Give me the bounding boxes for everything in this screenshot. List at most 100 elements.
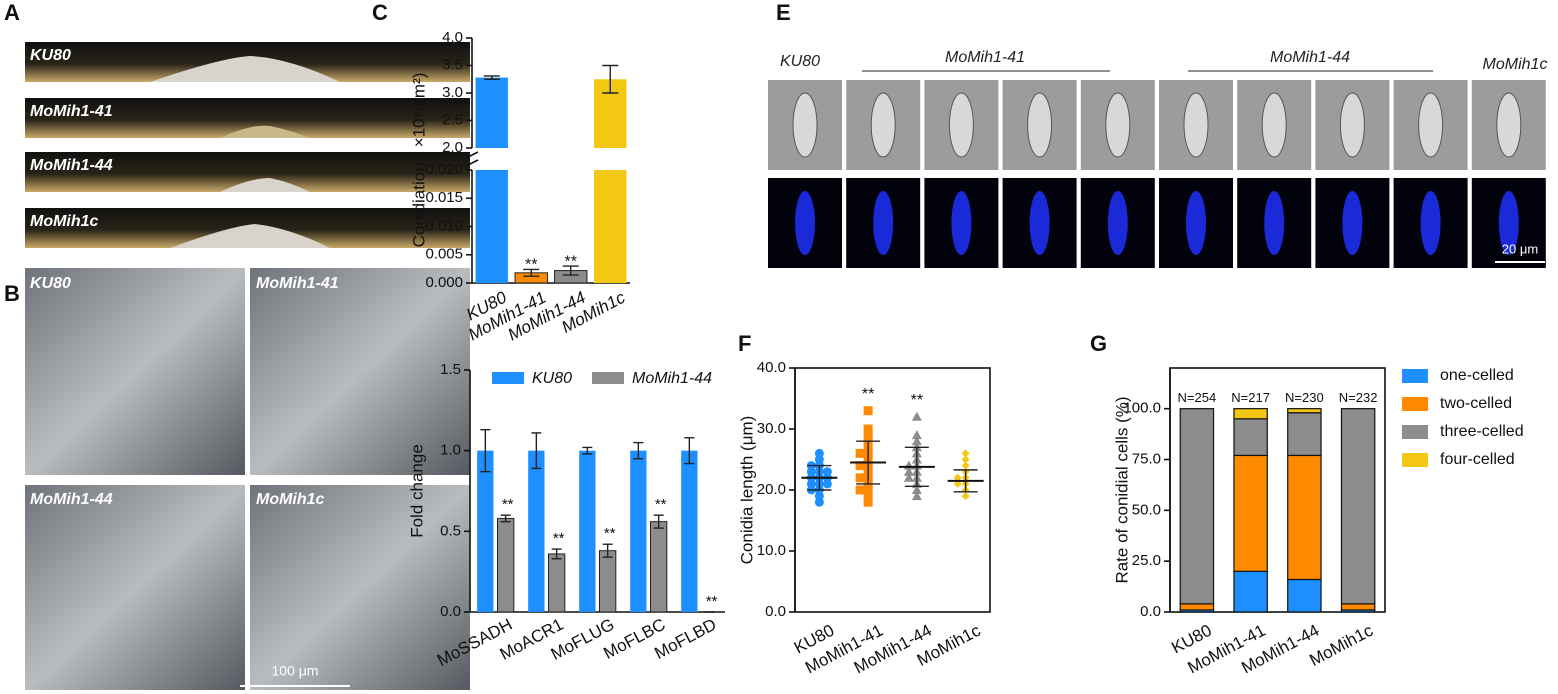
bar-segment <box>1287 408 1322 414</box>
n-label: N=217 <box>1231 390 1270 405</box>
significance: ** <box>706 593 718 610</box>
dot <box>855 461 865 471</box>
bar-segment <box>1340 603 1376 611</box>
conidium <box>1261 92 1287 158</box>
legend-swatch <box>1402 453 1428 467</box>
dot <box>855 473 865 483</box>
bar <box>548 553 566 613</box>
y-tick-label: 50.0 <box>1132 501 1161 518</box>
y-axis-label: Conidia length (μm) <box>737 416 756 565</box>
legend-swatch <box>1402 425 1428 439</box>
bar <box>594 170 627 283</box>
bar-segment <box>1233 418 1268 457</box>
conidium <box>792 92 818 158</box>
conidium <box>1420 191 1441 255</box>
y-tick-label: 2.5 <box>442 111 463 128</box>
panel-label: F <box>738 331 751 356</box>
conidium <box>1339 92 1365 158</box>
conidium <box>948 92 974 158</box>
dot <box>863 406 873 416</box>
image-label: MoMih1-44 <box>30 491 113 508</box>
conidium <box>1264 191 1285 255</box>
bar <box>681 450 698 612</box>
significance: ** <box>604 525 616 542</box>
dot <box>911 430 922 440</box>
dot <box>863 497 873 507</box>
dot <box>961 461 970 470</box>
legend-swatch <box>492 372 524 384</box>
dot <box>863 491 873 501</box>
colony <box>220 125 310 138</box>
y-tick-label: 30.0 <box>757 420 786 437</box>
bar <box>477 450 494 612</box>
y-tick-label: 4.0 <box>442 29 463 46</box>
y-tick-label: 20.0 <box>757 481 786 498</box>
panel-label: G <box>1090 331 1107 356</box>
legend-swatch <box>592 372 624 384</box>
conidium <box>1342 191 1363 255</box>
y-axis-label: Fold change <box>407 444 426 538</box>
image-label: MoMih1c <box>1483 56 1548 73</box>
y-tick-label: 25.0 <box>1132 552 1161 569</box>
y-tick-label: 1.0 <box>440 442 461 459</box>
bar-segment <box>1287 412 1322 457</box>
colony <box>150 56 340 82</box>
dot <box>911 436 922 446</box>
y-tick-label: 0.000 <box>425 274 463 291</box>
colony <box>170 224 330 248</box>
panel-label: E <box>776 0 791 25</box>
bar-segment <box>1179 408 1215 605</box>
legend-label: four-celled <box>1440 451 1515 468</box>
bar <box>475 170 508 283</box>
bar <box>497 517 515 613</box>
y-tick-label: 2.0 <box>442 139 463 156</box>
dot <box>953 479 962 488</box>
dot <box>961 492 970 501</box>
photo <box>25 268 245 475</box>
bar-segment <box>1287 454 1322 581</box>
y-tick-label: 100.0 <box>1123 400 1161 417</box>
y-tick-label: 0.010 <box>425 217 463 234</box>
bar <box>599 550 617 613</box>
conidium <box>951 191 972 255</box>
significance: ** <box>553 530 565 547</box>
legend-label: three-celled <box>1440 423 1524 440</box>
image-label: KU80 <box>780 53 820 70</box>
scale-label: 100 μm <box>272 663 319 679</box>
photo <box>250 268 470 475</box>
dot <box>863 485 873 495</box>
n-label: N=230 <box>1285 390 1324 405</box>
dot <box>863 430 873 440</box>
panel-b: KU80 MoMih1-41 MoMih1-44 MoMih1c 100 μm <box>25 268 470 690</box>
dot <box>855 448 865 458</box>
y-tick-label: 0.0 <box>1140 603 1161 620</box>
conidium <box>873 191 894 255</box>
image-label: KU80 <box>30 275 71 292</box>
photo <box>250 485 470 690</box>
bar <box>475 77 508 148</box>
significance: ** <box>862 386 874 403</box>
image-label: MoMih1c <box>30 213 99 230</box>
dot <box>903 466 914 476</box>
image-label: MoMih1-41 <box>256 275 339 292</box>
panel-label: C <box>372 0 388 25</box>
legend-label: KU80 <box>532 370 572 387</box>
conidium <box>1029 191 1050 255</box>
y-axis-label: Rate of conidial cells (%) <box>1112 396 1131 583</box>
y-tick-label: 0.0 <box>440 603 461 620</box>
conidium <box>1496 92 1522 158</box>
legend-swatch <box>1402 369 1428 383</box>
bar <box>528 450 545 612</box>
significance: ** <box>502 496 514 513</box>
image-label: MoMih1-44 <box>30 157 113 174</box>
legend-label: two-celled <box>1440 395 1512 412</box>
legend-swatch <box>1402 397 1428 411</box>
legend-label: one-celled <box>1440 367 1514 384</box>
y-tick-label: 0.5 <box>440 522 461 539</box>
y-tick-label: 3.0 <box>442 84 463 101</box>
colony <box>220 178 310 192</box>
conidium <box>870 92 896 158</box>
significance: ** <box>655 496 667 513</box>
axis-break <box>465 151 479 159</box>
conidium <box>1105 92 1131 158</box>
